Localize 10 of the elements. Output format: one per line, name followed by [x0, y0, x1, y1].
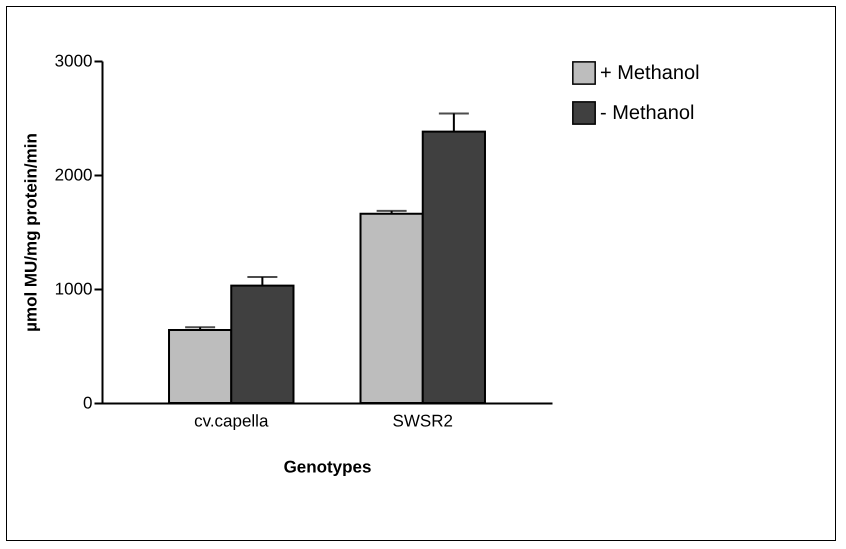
legend-label: - Methanol [600, 102, 694, 124]
y-tick-label: 0 [83, 394, 92, 412]
y-tick-label: 1000 [54, 280, 92, 298]
x-axis-title: Genotypes [284, 458, 372, 476]
y-tick-label: 3000 [54, 52, 92, 70]
y-tick-label: 2000 [54, 166, 92, 184]
x-tick-label: SWSR2 [392, 412, 453, 430]
y-axis-title: µmol MU/mg protein/min [22, 133, 41, 332]
x-tick-label: cv.capella [194, 412, 269, 430]
legend-label: + Methanol [600, 62, 700, 84]
